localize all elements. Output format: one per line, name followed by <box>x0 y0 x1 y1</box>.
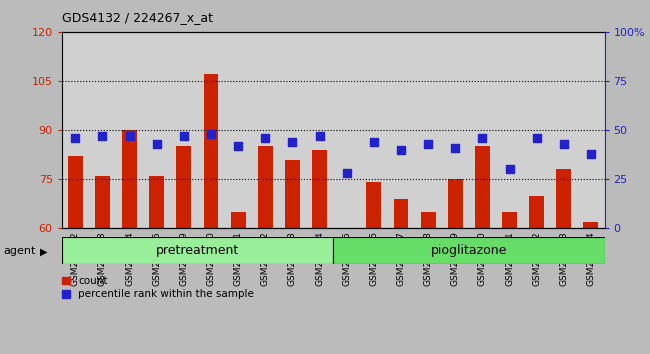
Text: GDS4132 / 224267_x_at: GDS4132 / 224267_x_at <box>62 11 213 24</box>
Point <box>98 133 108 139</box>
Text: pioglitazone: pioglitazone <box>430 244 507 257</box>
Bar <box>170 32 198 228</box>
Bar <box>469 32 496 228</box>
Point <box>396 147 406 153</box>
Bar <box>333 237 604 264</box>
Point <box>369 139 379 145</box>
Bar <box>556 170 571 228</box>
Bar <box>306 32 333 228</box>
Bar <box>231 212 246 228</box>
Point <box>532 135 542 141</box>
Bar <box>529 196 544 228</box>
Bar <box>143 32 170 228</box>
Point <box>151 141 162 147</box>
Bar <box>122 130 137 228</box>
Bar <box>312 150 327 228</box>
Bar <box>225 32 252 228</box>
Text: pretreatment: pretreatment <box>156 244 239 257</box>
Bar <box>393 199 408 228</box>
Bar <box>258 147 273 228</box>
Point <box>504 167 515 172</box>
Point <box>260 135 270 141</box>
Text: ▶: ▶ <box>40 246 48 256</box>
Bar <box>279 32 306 228</box>
Bar <box>367 183 382 228</box>
Bar <box>62 237 333 264</box>
Point <box>586 151 596 156</box>
Bar <box>475 147 490 228</box>
Bar <box>62 32 89 228</box>
Bar <box>285 160 300 228</box>
Bar <box>89 32 116 228</box>
Bar <box>496 32 523 228</box>
Bar <box>584 222 599 228</box>
Point <box>341 171 352 176</box>
Point <box>287 139 298 145</box>
Point <box>477 135 488 141</box>
Bar <box>415 32 442 228</box>
Point <box>233 143 243 149</box>
Bar <box>252 32 279 228</box>
Bar <box>95 176 110 228</box>
Point <box>315 133 325 139</box>
Bar <box>68 156 83 228</box>
Bar <box>421 212 436 228</box>
Point <box>179 133 189 139</box>
Bar <box>442 32 469 228</box>
Legend: count, percentile rank within the sample: count, percentile rank within the sample <box>62 276 254 299</box>
Point <box>423 141 434 147</box>
Bar <box>203 74 218 228</box>
Text: agent: agent <box>3 246 36 256</box>
Bar <box>176 147 191 228</box>
Point <box>450 145 460 150</box>
Bar <box>523 32 551 228</box>
Bar <box>387 32 415 228</box>
Bar <box>550 32 577 228</box>
Point <box>124 133 135 139</box>
Point <box>206 131 216 137</box>
Bar <box>333 32 360 228</box>
Point <box>70 135 81 141</box>
Bar <box>448 179 463 228</box>
Bar <box>577 32 605 228</box>
Bar <box>150 176 164 228</box>
Point <box>558 141 569 147</box>
Bar <box>198 32 225 228</box>
Bar <box>360 32 387 228</box>
Bar <box>502 212 517 228</box>
Bar <box>116 32 143 228</box>
